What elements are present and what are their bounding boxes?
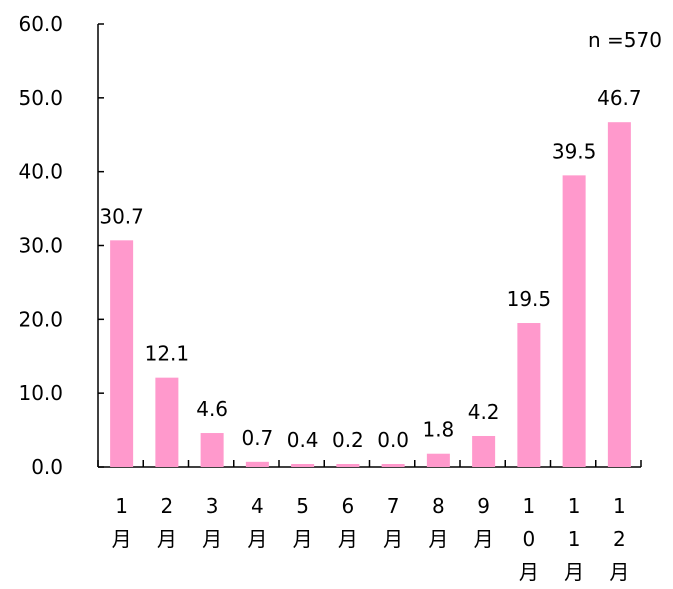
x-tick-label-line: 5	[296, 494, 309, 518]
x-tick-label-line: 月	[474, 527, 494, 551]
x-axis: 1 月2 月3 月4 月5 月6 月7 月8 月9 月1 0 月1 1 月1 2 月	[97, 460, 642, 584]
bar	[155, 377, 179, 467]
x-tick-label-line: 4	[251, 494, 264, 518]
data-label: 0.7	[241, 426, 273, 450]
x-tick-label-line: 月	[428, 527, 448, 551]
data-label: 4.2	[468, 400, 500, 424]
y-tick-label: 40.0	[18, 160, 63, 184]
x-tick-label-line: 月	[338, 527, 358, 551]
x-tick-label-line: 3	[206, 494, 219, 518]
x-tick-label-line: 2	[161, 494, 174, 518]
sample-size-annotation: n =570	[588, 28, 662, 52]
x-tick-label-line: 月	[383, 527, 403, 551]
bar	[562, 175, 586, 467]
x-tick-label-line: 月	[112, 527, 132, 551]
x-tick-label-line: 月	[202, 527, 222, 551]
x-tick-label-line: 月	[293, 527, 313, 551]
data-label: 30.7	[99, 204, 144, 228]
data-label: 4.6	[196, 397, 228, 421]
x-tick-label-line: 1	[613, 494, 626, 518]
data-labels: 30.7 12.1 4.6 0.7 0.4 0.2 0.0 1.8 4.2 19.5 39.5 46.…	[99, 86, 641, 452]
x-tick-label-line: 1	[115, 494, 128, 518]
x-tick-label-line: 2	[613, 527, 626, 551]
x-tick-label-line: 0	[523, 527, 536, 551]
bar	[517, 323, 541, 467]
data-label: 1.8	[422, 418, 454, 442]
x-tick-label-line: 8	[432, 494, 445, 518]
data-label: 0.2	[332, 428, 364, 452]
x-tick-label-line: 1	[568, 494, 581, 518]
x-tick-label-line: 月	[609, 560, 629, 584]
x-tick-label-line: 月	[564, 560, 584, 584]
x-tick-label: 1 0 月	[519, 494, 539, 584]
y-tick-label: 50.0	[18, 86, 63, 110]
data-label: 46.7	[597, 86, 642, 110]
x-tick-label-line: 1	[523, 494, 536, 518]
bars	[110, 122, 631, 467]
bar	[245, 461, 269, 467]
y-tick-label: 10.0	[18, 381, 63, 405]
bar	[291, 464, 315, 467]
data-label: 12.1	[145, 342, 190, 366]
x-tick-label-line: 9	[477, 494, 490, 518]
x-tick-label-line: 7	[387, 494, 400, 518]
x-tick-label-line: 1	[568, 527, 581, 551]
data-label: 19.5	[507, 287, 552, 311]
data-label: 0.0	[377, 428, 409, 452]
y-tick-label: 60.0	[18, 12, 63, 36]
data-label: 0.4	[287, 428, 319, 452]
bar	[200, 433, 224, 467]
bar	[110, 240, 134, 467]
x-tick-label-line: 月	[519, 560, 539, 584]
data-label: 39.5	[552, 139, 597, 163]
x-tick-label-line: 月	[247, 527, 267, 551]
x-tick-label: 1 1 月	[564, 494, 584, 584]
bar	[381, 464, 405, 467]
y-tick-label: 20.0	[18, 307, 63, 331]
bar	[607, 122, 631, 467]
y-axis: 0.0 10.0 20.0 30.0 40.0 50.0 60.0	[18, 12, 104, 479]
y-tick-label: 0.0	[31, 455, 63, 479]
bar	[426, 453, 450, 467]
x-tick-label-line: 月	[157, 527, 177, 551]
bar	[336, 464, 360, 467]
bar	[472, 435, 496, 467]
x-tick-label-line: 6	[342, 494, 355, 518]
y-tick-label: 30.0	[18, 234, 63, 258]
x-tick-label: 1 2 月	[609, 494, 629, 584]
